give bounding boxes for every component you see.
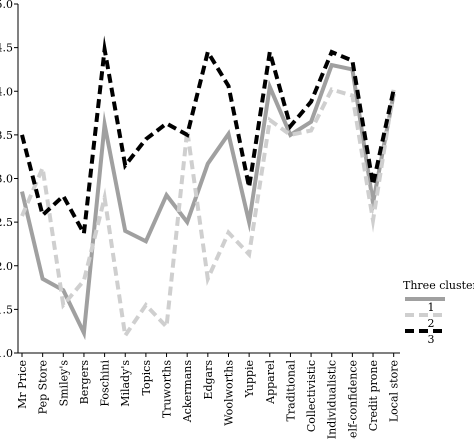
x-tick-label: Collectivistic bbox=[305, 360, 318, 432]
y-tick-label: 3.0 bbox=[0, 173, 13, 186]
x-tick-label: Ackermans bbox=[181, 360, 194, 424]
series-lines bbox=[20, 35, 396, 341]
legend-label-3: 3 bbox=[428, 333, 435, 346]
y-tick-label: 2.5 bbox=[0, 216, 13, 229]
x-tick-label: Smiley's bbox=[57, 360, 70, 407]
y-tick-label: 2.0 bbox=[0, 260, 13, 273]
x-tick-label: Woolworths bbox=[222, 360, 235, 426]
x-tick-label: Self-confidence bbox=[346, 360, 359, 439]
x-tick-label: Mr Price bbox=[16, 360, 29, 409]
legend-title: Three clusters bbox=[403, 279, 474, 292]
x-tick-label: Traditional bbox=[284, 360, 297, 422]
x-tick-label: Edgars bbox=[202, 360, 215, 400]
x-tick-label: Credit prone bbox=[367, 360, 380, 431]
x-tick-label: Yuppie bbox=[243, 360, 256, 399]
x-tick-label: Foschini bbox=[99, 360, 112, 407]
series-line-1 bbox=[20, 62, 396, 341]
legend-label-2: 2 bbox=[428, 317, 435, 330]
y-tick-label: 4.5 bbox=[0, 42, 13, 55]
series-line-3 bbox=[20, 35, 396, 240]
x-tick-label: Local store bbox=[388, 360, 401, 422]
x-tick-label: Pep Store bbox=[37, 360, 50, 414]
y-tick-label: 4.0 bbox=[0, 85, 13, 98]
y-tick-label: 1.5 bbox=[0, 303, 13, 316]
x-tick-label: Bergers bbox=[78, 360, 91, 405]
y-tick-label: 5.0 bbox=[0, 0, 13, 11]
x-tick-label: Apparel bbox=[264, 360, 277, 405]
x-tick-label: Topics bbox=[140, 360, 153, 396]
legend: Three clusters 1 2 3 bbox=[403, 279, 474, 346]
legend-label-1: 1 bbox=[428, 301, 435, 314]
y-tick-label: 3.5 bbox=[0, 129, 13, 142]
x-axis-ticks: Mr Price Pep Store Smiley's Bergers Foschini… bbox=[16, 353, 401, 439]
series-line-2 bbox=[20, 87, 396, 341]
y-tick-label: 1.0 bbox=[0, 347, 13, 360]
x-tick-label: Individualistic bbox=[326, 360, 339, 439]
x-tick-label: Milady's bbox=[119, 360, 132, 407]
x-tick-label: Truworths bbox=[161, 360, 174, 418]
y-axis-ticks: 1.0 1.5 2.0 2.5 3.0 3.5 4.0 4.5 5.0 bbox=[0, 0, 18, 360]
